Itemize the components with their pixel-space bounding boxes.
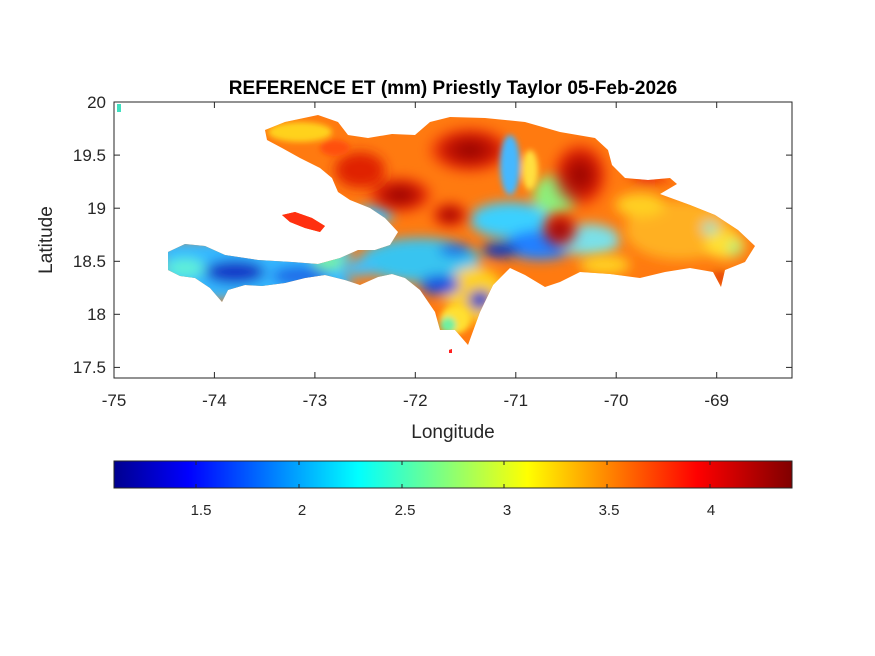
y-tick-label: 17.5	[73, 358, 106, 377]
chart-title: REFERENCE ET (mm) Priestly Taylor 05-Feb…	[229, 78, 677, 99]
y-tick-label: 20	[87, 93, 106, 112]
x-tick-label: -69	[704, 391, 729, 410]
colorbar-tick-marks	[195, 461, 711, 488]
x-tick-label: -73	[303, 391, 328, 410]
y-tick-labels: 20 19.5 19 18.5 18 17.5	[73, 93, 106, 377]
colorbar-tick-label: 1.5	[191, 502, 212, 519]
colorbar-tick-label: 2	[298, 502, 306, 519]
y-tick-label: 18.5	[73, 252, 106, 271]
y-tick-label: 19	[87, 199, 106, 218]
x-axis-label: Longitude	[411, 422, 494, 443]
y-tick-label: 19.5	[73, 146, 106, 165]
colorbar-tick-label: 3	[503, 502, 511, 519]
x-tick-label: -74	[202, 391, 227, 410]
y-tick-label: 18	[87, 305, 106, 324]
colorbar-tick-label: 3.5	[599, 502, 620, 519]
x-tick-label: -71	[504, 391, 529, 410]
x-tick-label: -75	[102, 391, 127, 410]
axes-border	[113, 101, 793, 379]
colorbar-tick-label: 2.5	[395, 502, 416, 519]
colorbar-tick-labels: 1.5 2 2.5 3 3.5 4	[191, 502, 716, 519]
colorbar	[113, 460, 793, 489]
y-axis-label: Latitude	[36, 206, 57, 274]
x-tick-label: -70	[604, 391, 629, 410]
x-tick-label: -72	[403, 391, 428, 410]
x-tick-labels: -75 -74 -73 -72 -71 -70 -69	[102, 391, 729, 410]
colorbar-tick-label: 4	[707, 502, 715, 519]
